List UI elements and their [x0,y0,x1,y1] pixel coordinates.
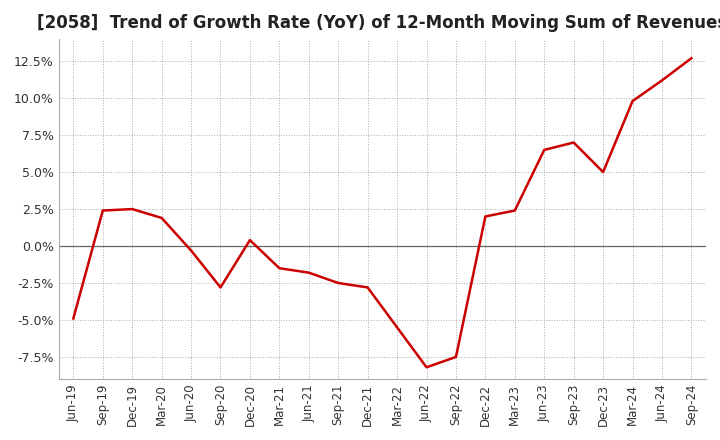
Title: [2058]  Trend of Growth Rate (YoY) of 12-Month Moving Sum of Revenues: [2058] Trend of Growth Rate (YoY) of 12-… [37,14,720,32]
